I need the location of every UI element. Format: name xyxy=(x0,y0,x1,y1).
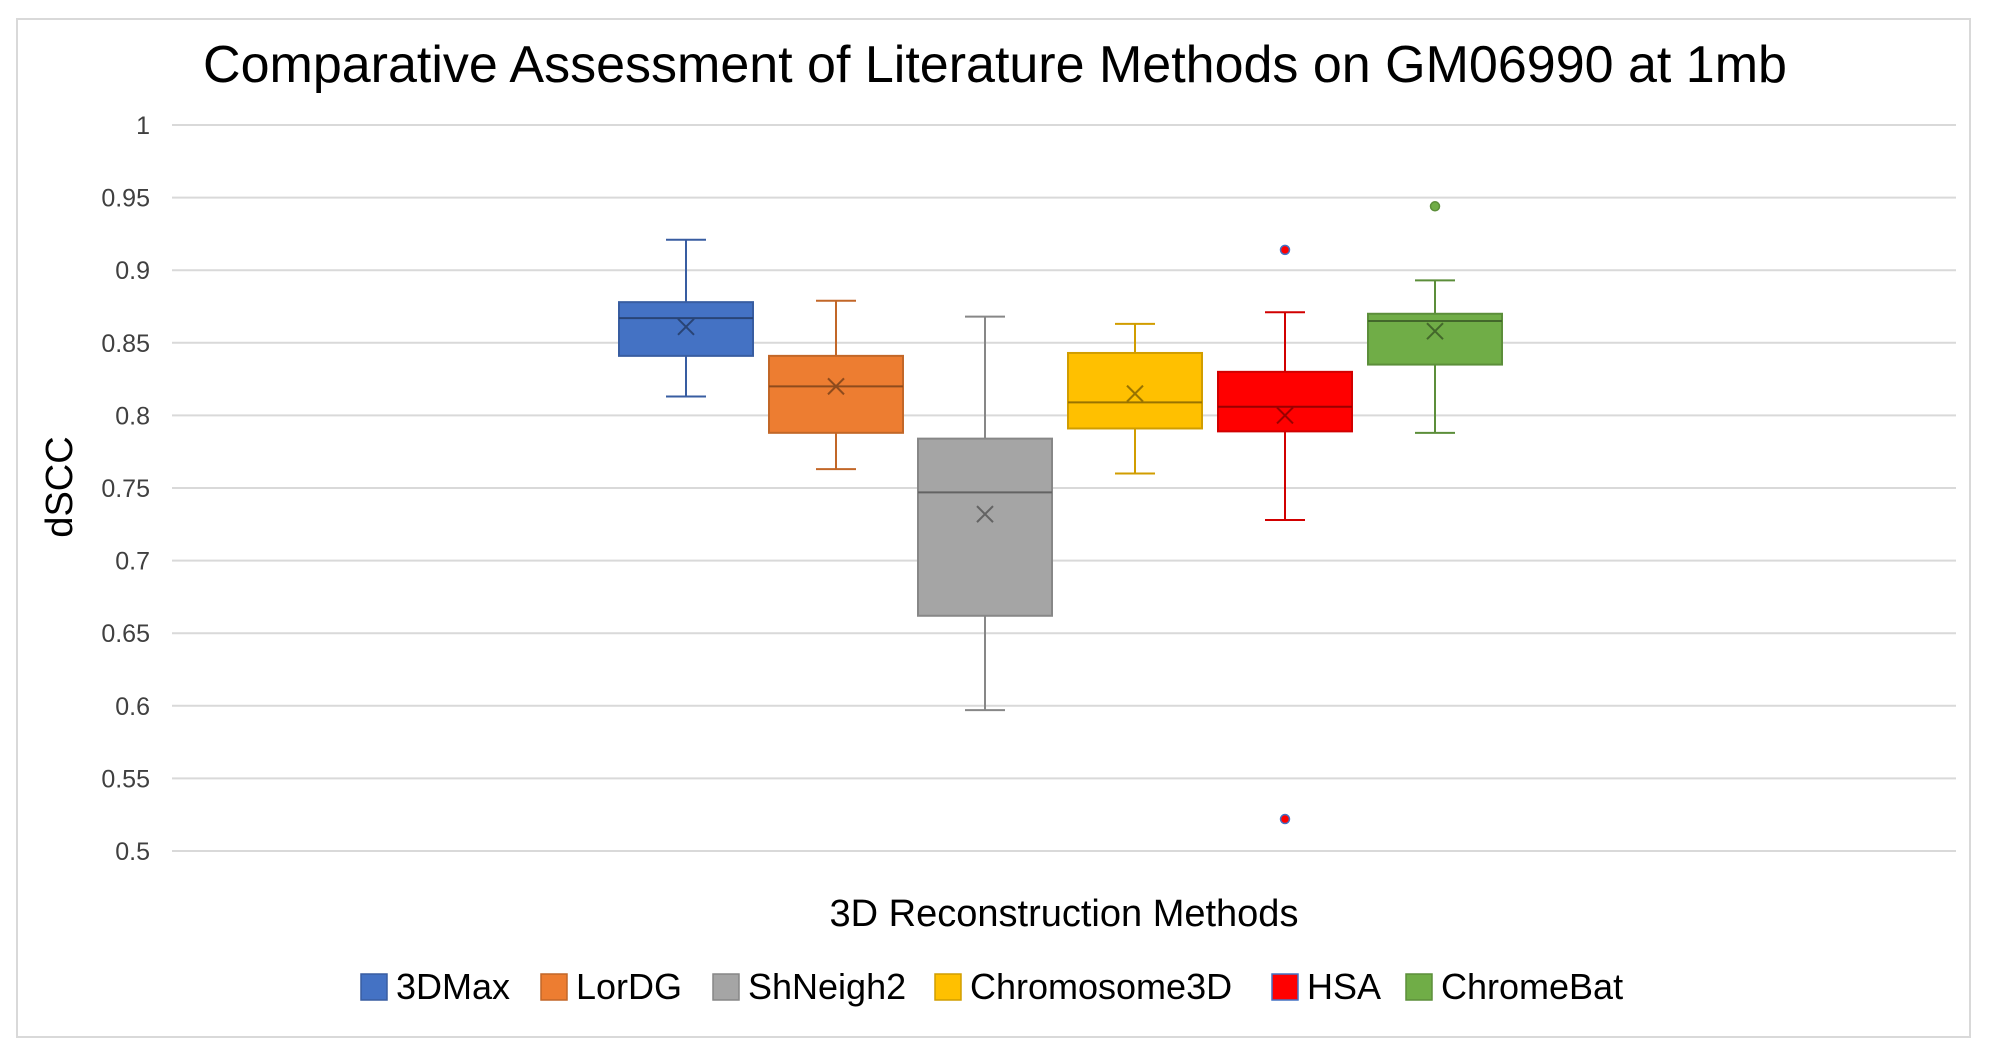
y-tick-label: 0.6 xyxy=(115,693,150,721)
mean-marker xyxy=(827,377,845,396)
y-tick-label: 0.95 xyxy=(101,185,150,213)
box-iqr xyxy=(917,437,1053,617)
y-tick-label: 0.85 xyxy=(101,330,150,358)
box-chromebat xyxy=(1367,201,1503,434)
outlier-point xyxy=(1429,201,1441,212)
mean-marker-stroke xyxy=(677,318,695,336)
mean-marker-stroke xyxy=(1276,406,1294,425)
y-tick-label: 0.7 xyxy=(115,548,150,576)
y-tick-label: 0.65 xyxy=(101,620,150,648)
legend-item-chromosome3d: Chromosome3D xyxy=(934,966,1232,1007)
mean-marker xyxy=(1426,322,1444,340)
y-tick-label: 0.8 xyxy=(115,402,150,430)
legend-item-hsa: HSA xyxy=(1271,966,1381,1007)
legend-swatch xyxy=(540,973,568,1001)
mean-marker xyxy=(1126,384,1144,403)
mean-marker xyxy=(976,505,994,523)
mean-marker-stroke xyxy=(976,505,994,523)
box-iqr xyxy=(1217,370,1353,433)
x-axis-label: 3D Reconstruction Methods xyxy=(830,893,1299,935)
legend-item-shneigh2: ShNeigh2 xyxy=(712,966,906,1007)
outlier-point xyxy=(1279,244,1291,256)
y-tick-label: 0.5 xyxy=(115,838,150,866)
outlier-point xyxy=(1279,813,1291,825)
legend-item-lordg: LorDG xyxy=(540,966,682,1007)
box-hsa xyxy=(1217,244,1353,825)
box-chromosome3d xyxy=(1067,322,1203,475)
box-iqr xyxy=(1367,312,1503,366)
legend-item-3dmax: 3DMax xyxy=(360,966,510,1007)
legend: 3DMax LorDG ShNeigh2 Chromosome3D HSA ChromeB… xyxy=(360,966,1623,1007)
mean-marker-stroke xyxy=(1126,384,1144,403)
box-series xyxy=(618,201,1503,825)
legend-swatch xyxy=(360,973,388,1001)
legend-label: ChromeBat xyxy=(1441,966,1623,1007)
legend-swatch xyxy=(1271,973,1299,1001)
box-shneigh2 xyxy=(917,315,1053,712)
legend-label: ShNeigh2 xyxy=(748,966,906,1007)
legend-swatch xyxy=(712,973,740,1001)
legend-item-chromebat: ChromeBat xyxy=(1405,966,1623,1007)
y-axis-ticks: 0.5 0.55 0.6 0.65 0.7 0.75 0.8 0.85 0.9 0.95 1 xyxy=(101,112,150,866)
y-tick-label: 0.55 xyxy=(101,765,150,793)
box-lordg xyxy=(768,299,904,471)
legend-label: 3DMax xyxy=(396,966,510,1007)
y-tick-label: 0.9 xyxy=(115,257,150,285)
legend-label: LorDG xyxy=(576,966,682,1007)
box-3dmax xyxy=(618,238,754,398)
mean-marker xyxy=(677,318,695,336)
box-iqr xyxy=(1067,351,1203,430)
legend-swatch xyxy=(934,973,962,1001)
legend-label: HSA xyxy=(1307,966,1381,1007)
gridlines xyxy=(172,124,1956,852)
mean-marker-stroke xyxy=(827,377,845,396)
y-tick-label: 1 xyxy=(136,112,150,140)
mean-marker-stroke xyxy=(1426,322,1444,340)
y-axis-label: dSCC xyxy=(39,436,81,537)
mean-marker xyxy=(1276,406,1294,425)
legend-swatch xyxy=(1405,973,1433,1001)
box-iqr xyxy=(768,354,904,434)
box-iqr xyxy=(618,301,754,357)
chart-title: Comparative Assessment of Literature Met… xyxy=(203,36,1787,94)
y-tick-label: 0.75 xyxy=(101,475,150,503)
legend-label: Chromosome3D xyxy=(970,966,1232,1007)
